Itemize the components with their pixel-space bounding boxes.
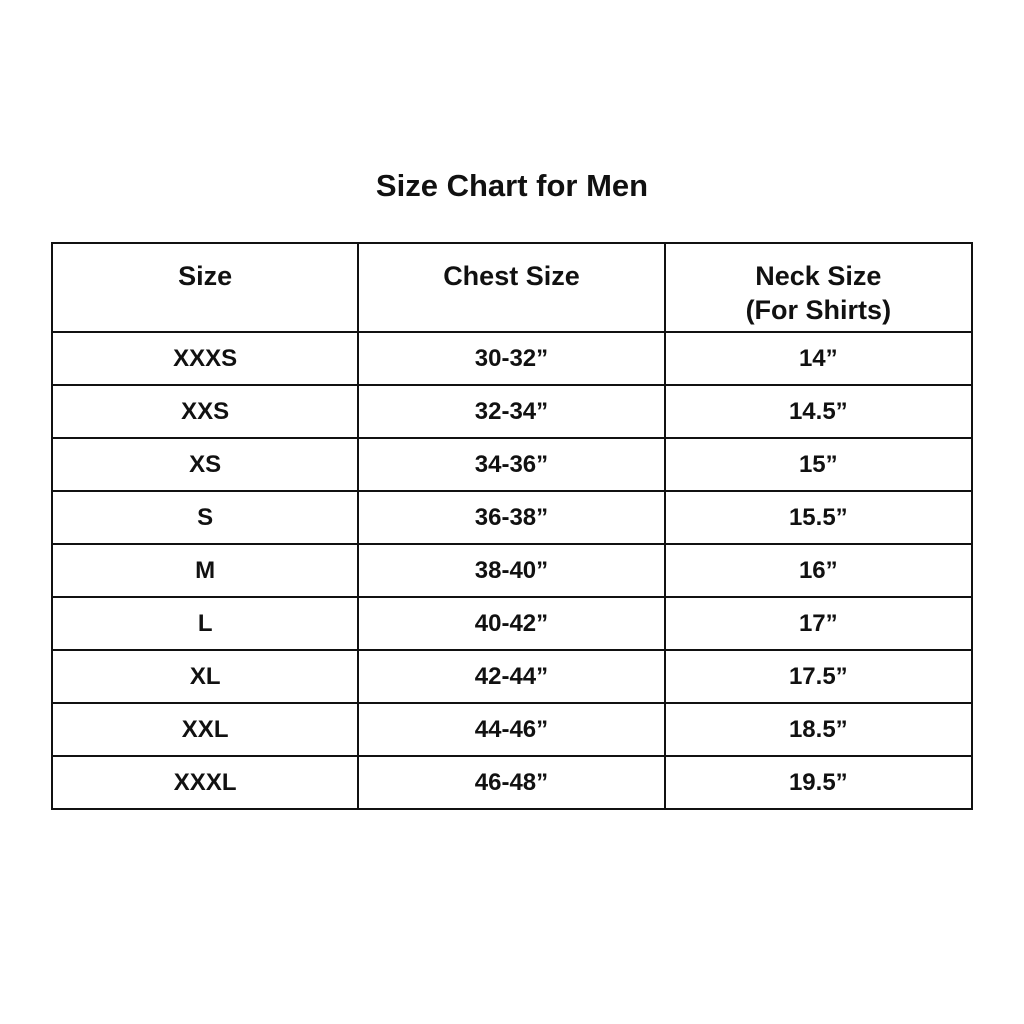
table-row: XL 42-44” 17.5” <box>50 649 974 704</box>
size-cell: L <box>50 596 360 651</box>
table-row: XXXS 30-32” 14” <box>50 331 974 386</box>
neck-size-cell: 14.5” <box>663 384 974 439</box>
size-cell: XXS <box>50 384 360 439</box>
table-row: XXL 44-46” 18.5” <box>50 702 974 757</box>
neck-size-cell: 17.5” <box>663 649 974 704</box>
header-chest-size: Chest Size <box>357 242 666 333</box>
size-cell: XS <box>50 437 360 492</box>
neck-size-cell: 15” <box>663 437 974 492</box>
chest-size-cell: 36-38” <box>357 490 666 545</box>
table-row: S 36-38” 15.5” <box>50 490 974 545</box>
chest-size-cell: 34-36” <box>357 437 666 492</box>
table-row: XS 34-36” 15” <box>50 437 974 492</box>
chest-size-cell: 30-32” <box>357 331 666 386</box>
size-cell: XXXL <box>50 755 360 810</box>
size-cell: S <box>50 490 360 545</box>
chest-size-cell: 42-44” <box>357 649 666 704</box>
chest-size-cell: 38-40” <box>357 543 666 598</box>
table-row: L 40-42” 17” <box>50 596 974 651</box>
size-cell: XXXS <box>50 331 360 386</box>
size-cell: M <box>50 543 360 598</box>
neck-size-cell: 18.5” <box>663 702 974 757</box>
table-row: XXS 32-34” 14.5” <box>50 384 974 439</box>
neck-size-cell: 15.5” <box>663 490 974 545</box>
page-title: Size Chart for Men <box>375 168 649 203</box>
table-row: M 38-40” 16” <box>50 543 974 598</box>
size-cell: XXL <box>50 702 360 757</box>
header-size: Size <box>50 242 360 333</box>
header-neck-size-label: Neck Size <box>755 261 882 291</box>
neck-size-cell: 14” <box>663 331 974 386</box>
chest-size-cell: 44-46” <box>357 702 666 757</box>
size-chart-table: Size Chest Size Neck Size (For Shirts) X… <box>50 242 974 810</box>
neck-size-cell: 17” <box>663 596 974 651</box>
chest-size-cell: 32-34” <box>357 384 666 439</box>
header-neck-size: Neck Size (For Shirts) <box>663 242 974 333</box>
chest-size-cell: 46-48” <box>357 755 666 810</box>
header-row: Size Chest Size Neck Size (For Shirts) <box>50 242 974 333</box>
header-neck-size-note: (For Shirts) <box>745 295 892 325</box>
neck-size-cell: 19.5” <box>663 755 974 810</box>
neck-size-cell: 16” <box>663 543 974 598</box>
table-row: XXXL 46-48” 19.5” <box>50 755 974 810</box>
chest-size-cell: 40-42” <box>357 596 666 651</box>
size-cell: XL <box>50 649 360 704</box>
